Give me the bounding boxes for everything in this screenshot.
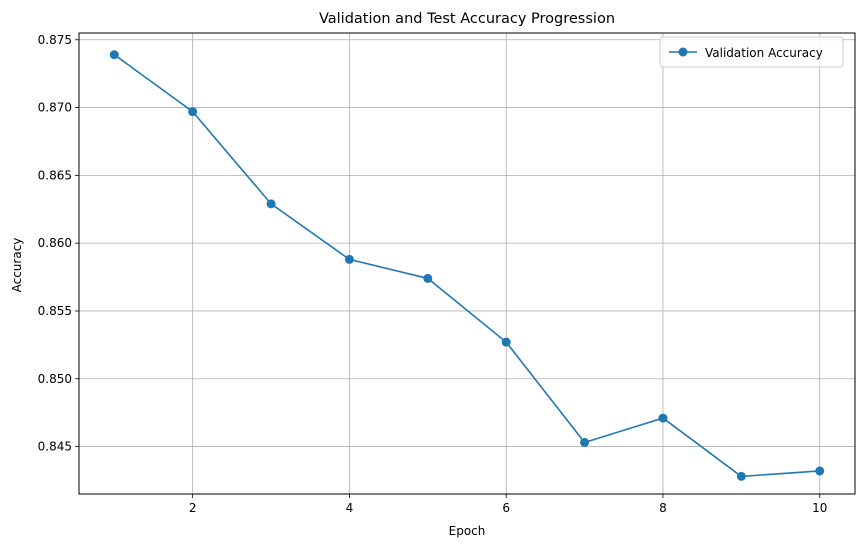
legend-label: Validation Accuracy (705, 46, 823, 60)
y-tick-label: 0.850 (38, 372, 72, 386)
x-tick-label: 4 (346, 501, 354, 515)
y-tick-label: 0.845 (38, 440, 72, 454)
legend: Validation Accuracy (659, 36, 844, 68)
x-tick-label: 8 (659, 501, 667, 515)
x-axis: 2 4 6 8 10 (189, 494, 827, 515)
data-point (580, 437, 590, 447)
x-axis-label: Epoch (449, 524, 486, 538)
series-line (113, 54, 820, 478)
data-point (344, 254, 354, 264)
grid-lines (79, 33, 855, 494)
data-point (658, 413, 668, 423)
y-tick-label: 0.855 (38, 304, 72, 318)
legend-point-marker (678, 47, 688, 57)
x-tick-label: 2 (189, 501, 197, 515)
data-point (266, 199, 276, 209)
chart-title: Validation and Test Accuracy Progression (319, 11, 615, 27)
data-point (109, 50, 119, 60)
legend-box (659, 36, 844, 68)
y-tick-label: 0.865 (38, 168, 72, 182)
y-axis: 0.845 0.850 0.855 0.860 0.865 0.870 0.875 (38, 33, 79, 454)
series-layer (109, 50, 825, 481)
x-tick-label: 10 (812, 501, 827, 515)
plot-area-frame (78, 32, 856, 495)
y-tick-label: 0.860 (38, 236, 72, 250)
data-point (423, 273, 433, 283)
data-point (188, 107, 198, 117)
y-tick-label: 0.875 (38, 33, 72, 47)
y-axis-label: Accuracy (10, 238, 24, 293)
data-point (815, 466, 825, 476)
data-point (501, 337, 511, 347)
x-tick-label: 6 (502, 501, 510, 515)
data-point (736, 471, 746, 481)
y-tick-label: 0.870 (38, 101, 72, 115)
